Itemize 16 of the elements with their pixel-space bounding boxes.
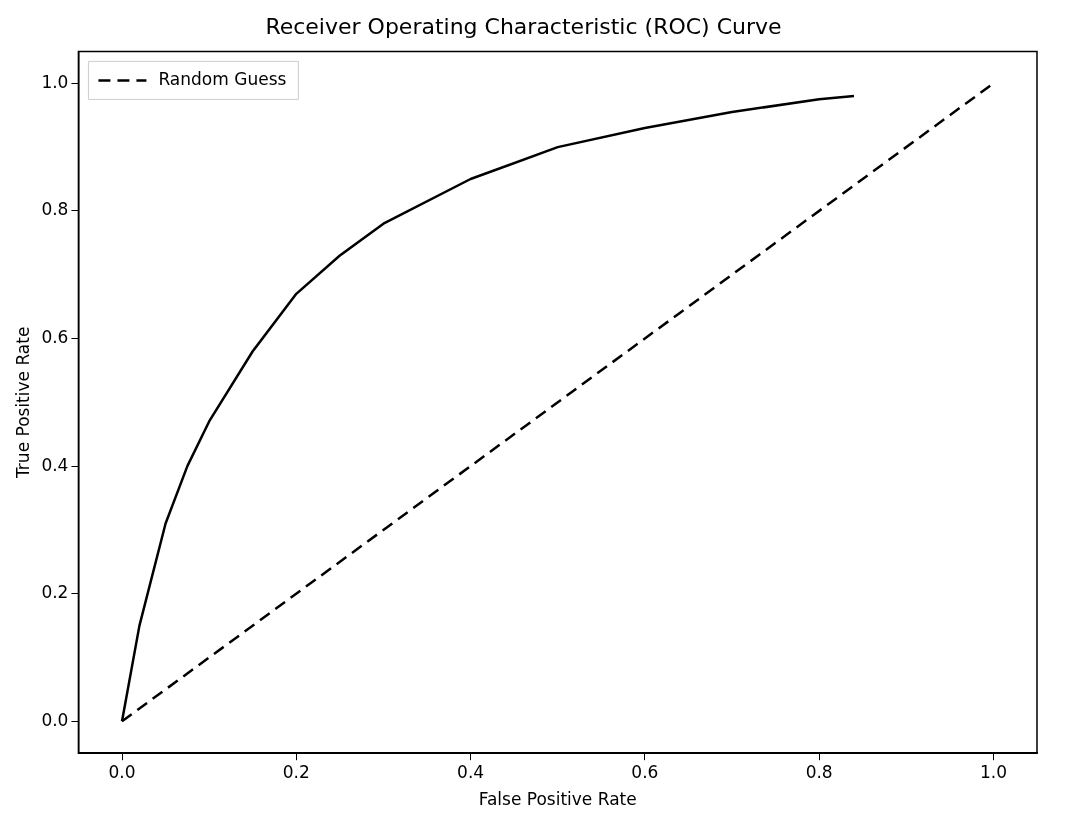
x-tick-label: 0.0 (108, 761, 136, 782)
x-tick-label: 0.6 (631, 761, 659, 782)
x-tick-label: 0.8 (805, 761, 833, 782)
y-tick-label: 0.6 (41, 326, 69, 347)
chart-title: Receiver Operating Characteristic (ROC) Curve (265, 13, 782, 39)
y-tick-label: 0.0 (41, 709, 69, 730)
x-tick-label: 0.2 (282, 761, 310, 782)
y-axis-title: True Positive Rate (12, 326, 33, 480)
legend-label: Random Guess (158, 68, 287, 89)
y-tick-label: 1.0 (41, 71, 69, 92)
x-axis-title: False Positive Rate (478, 789, 637, 810)
y-tick-label: 0.2 (41, 582, 69, 603)
y-tick-label: 0.8 (41, 199, 69, 220)
x-tick-label: 0.4 (457, 761, 485, 782)
y-tick-label: 0.4 (41, 454, 69, 475)
x-tick-label: 1.0 (979, 761, 1007, 782)
